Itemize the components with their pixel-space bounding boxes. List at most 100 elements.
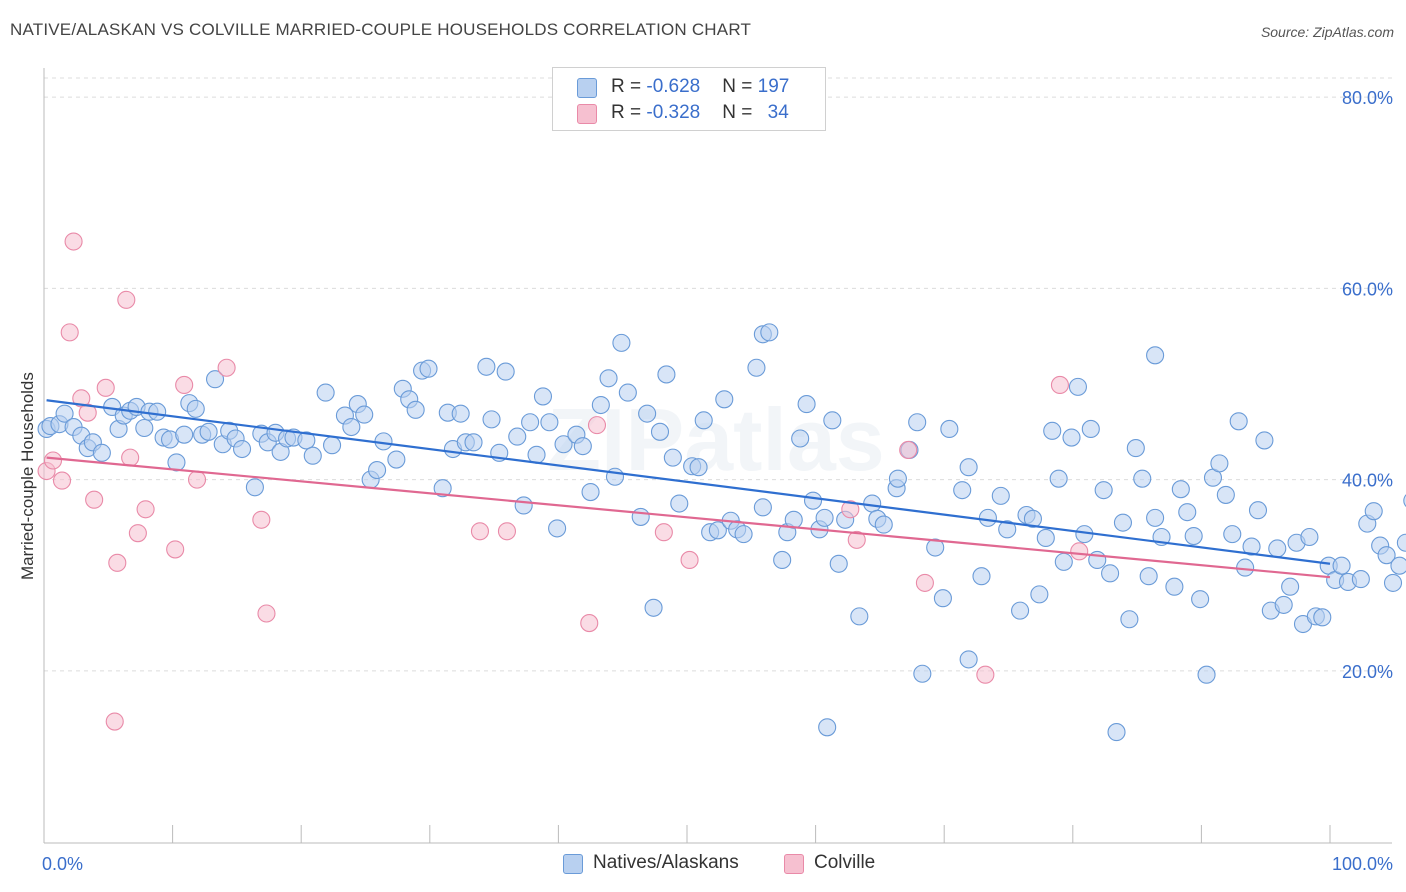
- colville-point: [257, 604, 276, 623]
- native-point: [1351, 570, 1370, 589]
- colville-point: [976, 665, 995, 684]
- colville-point: [217, 358, 236, 377]
- native-point: [1126, 439, 1145, 458]
- chart-title: NATIVE/ALASKAN VS COLVILLE MARRIED-COUPL…: [10, 20, 752, 39]
- colville-point: [841, 500, 860, 519]
- native-point: [874, 515, 893, 534]
- colville-point: [78, 403, 97, 422]
- native-point: [1107, 723, 1126, 742]
- native-point: [1030, 585, 1049, 604]
- native-point: [1120, 610, 1139, 629]
- native-point: [959, 458, 978, 477]
- colville-point: [1070, 542, 1089, 561]
- native-point: [464, 433, 483, 452]
- colville-point: [96, 378, 115, 397]
- native-point: [1396, 533, 1406, 552]
- native-point: [1101, 564, 1120, 583]
- native-point: [303, 446, 322, 465]
- native-point: [433, 479, 452, 498]
- colville-point: [497, 522, 517, 541]
- native-point: [1274, 595, 1293, 614]
- colville-legend-label: Colville: [814, 852, 876, 873]
- native-point: [1210, 454, 1229, 473]
- trend-lines: [46, 399, 1331, 579]
- native-point: [1171, 480, 1190, 499]
- native-point: [644, 598, 663, 617]
- y-axis-label: Married-couple Households: [18, 372, 37, 580]
- native-point: [199, 422, 218, 441]
- native-point: [1377, 546, 1396, 565]
- y-tick-label: 20.0%: [1342, 662, 1393, 682]
- x-tick-label: 0.0%: [42, 854, 83, 874]
- native-point: [823, 411, 842, 430]
- native-point: [715, 390, 734, 409]
- native-point: [694, 411, 713, 430]
- y-tick-label: 80.0%: [1342, 88, 1393, 108]
- native-point: [926, 538, 945, 557]
- native-point: [953, 481, 972, 500]
- native-point: [591, 395, 610, 415]
- native-point: [323, 436, 342, 455]
- native-point: [1197, 665, 1216, 684]
- native-point: [1068, 377, 1087, 396]
- colville-point: [915, 573, 934, 592]
- native-point: [959, 650, 978, 669]
- colville-point: [166, 540, 185, 559]
- native-point: [135, 418, 154, 438]
- native-point: [419, 359, 438, 378]
- colville-point: [85, 490, 104, 509]
- native-point: [663, 448, 682, 467]
- native-point: [631, 507, 650, 526]
- y-tick-label: 40.0%: [1342, 471, 1393, 491]
- native-point: [1146, 508, 1165, 527]
- colville-point: [175, 375, 194, 395]
- y-tick-label: 60.0%: [1342, 279, 1393, 299]
- native-trend-line: [46, 399, 1331, 565]
- native-legend-swatch: [563, 854, 583, 874]
- native-point: [1049, 469, 1068, 488]
- native-point: [533, 387, 553, 406]
- native-point: [1011, 601, 1030, 620]
- native-point: [477, 357, 496, 376]
- colville-point: [587, 416, 607, 435]
- native-point: [1255, 431, 1274, 450]
- native-point: [1390, 556, 1406, 575]
- stats-legend: R = -0.628 N = 197 R = -0.328 N = 34: [552, 67, 826, 131]
- native-point: [1191, 590, 1210, 609]
- native-point: [791, 429, 810, 448]
- native-point: [747, 358, 766, 377]
- colville-point: [117, 290, 136, 309]
- native-point: [818, 718, 837, 737]
- native-point: [618, 383, 637, 402]
- native-point: [540, 413, 559, 432]
- native-point: [1383, 573, 1403, 592]
- colville-point: [136, 500, 155, 519]
- native-point: [148, 402, 167, 421]
- native-point: [998, 520, 1017, 539]
- tick-labels: 20.0% 40.0% 60.0% 80.0% 0.0% 100.0%: [42, 88, 1393, 874]
- native-point: [670, 494, 689, 513]
- native-point: [1094, 481, 1113, 500]
- colville-point: [680, 550, 699, 570]
- native-point: [406, 400, 425, 419]
- native-point: [1081, 419, 1100, 438]
- native-stats: R = -0.628 N = 197: [611, 76, 790, 97]
- native-point: [1133, 469, 1152, 488]
- native-point: [863, 494, 882, 513]
- native-point: [773, 550, 792, 570]
- native-point: [368, 461, 387, 480]
- native-point: [1043, 421, 1062, 440]
- colville-point: [64, 232, 83, 251]
- native-point: [1268, 539, 1287, 558]
- native-point: [167, 453, 186, 472]
- native-swatch: [577, 78, 597, 98]
- native-point: [657, 365, 676, 384]
- native-point: [1178, 503, 1197, 522]
- native-point: [92, 443, 111, 462]
- native-point: [186, 399, 205, 418]
- native-point: [1062, 428, 1081, 447]
- colville-legend-swatch: [784, 854, 804, 874]
- native-point: [829, 554, 848, 573]
- native-point: [55, 404, 74, 423]
- native-point: [1242, 537, 1261, 556]
